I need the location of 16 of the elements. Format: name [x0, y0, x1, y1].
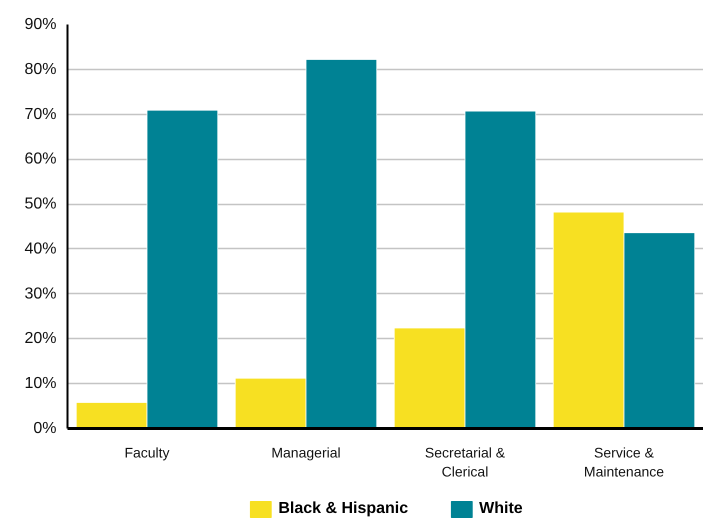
x-tick-label: Secretarial & Clerical	[424, 444, 506, 480]
legend-label: Black & Hispanic	[278, 500, 408, 518]
x-tick-label: Managerial	[271, 444, 341, 460]
y-tick-label: 20%	[24, 330, 57, 348]
x-tick-label: Service & Maintenance	[584, 444, 664, 480]
y-tick-label: 80%	[24, 60, 57, 78]
y-tick-label: 0%	[33, 420, 56, 437]
y-tick-label: 10%	[24, 375, 57, 392]
legend-label: White	[479, 500, 523, 518]
y-tick-label: 50%	[24, 196, 57, 213]
y-tick-label: 40%	[24, 240, 57, 258]
y-tick-label: 90%	[24, 16, 57, 33]
y-tick-label: 70%	[24, 106, 57, 123]
y-tick-label: 30%	[24, 285, 57, 302]
x-tick-label: Faculty	[124, 444, 170, 460]
y-tick-label: 60%	[24, 150, 57, 168]
